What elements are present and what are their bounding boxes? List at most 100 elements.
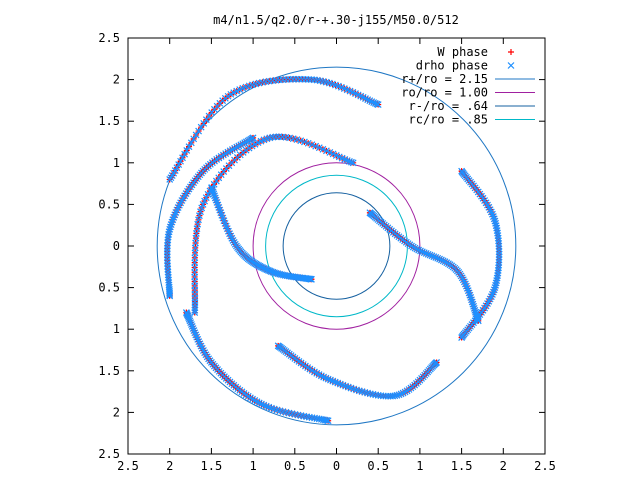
drho-phase-point bbox=[186, 317, 194, 325]
legend-label: ro/ro = 1.00 bbox=[401, 86, 488, 100]
y-tick-label: 1.5 bbox=[98, 364, 120, 378]
drho-phase-point bbox=[312, 142, 320, 150]
drho-phase-point bbox=[468, 296, 475, 304]
y-tick-label: 1 bbox=[113, 156, 120, 170]
x-tick-label: 0 bbox=[333, 459, 340, 473]
legend-label: r-/ro = .64 bbox=[409, 99, 488, 113]
drho-phase-point bbox=[195, 127, 203, 135]
circle-group bbox=[156, 66, 517, 426]
drho-phase-point bbox=[191, 301, 199, 309]
drho-phase-point bbox=[418, 248, 426, 256]
drho-phase-point bbox=[177, 157, 184, 165]
drho-phase-point bbox=[370, 99, 378, 106]
x-tick-label: 1.5 bbox=[201, 459, 223, 473]
drho-phase-point bbox=[163, 245, 171, 252]
drho-phase-point bbox=[458, 334, 466, 341]
drho-phase-point bbox=[248, 142, 256, 150]
drho-phase-point bbox=[319, 145, 327, 153]
drho-phase-point bbox=[187, 321, 195, 328]
drho-phase-point bbox=[164, 239, 172, 247]
drho-phase-point bbox=[417, 247, 424, 255]
drho-phase-point bbox=[192, 131, 200, 139]
drho-phase-point bbox=[212, 196, 220, 204]
drho-phase-point bbox=[305, 76, 312, 83]
drho-phase-point bbox=[163, 256, 171, 264]
drho-phase-point bbox=[187, 139, 195, 147]
drho-phase-point bbox=[322, 147, 330, 155]
drho-phase-point bbox=[191, 306, 199, 314]
drho-phase-point bbox=[164, 236, 172, 244]
x-tick-label: 0.5 bbox=[284, 459, 306, 473]
drho-phase-point bbox=[183, 147, 191, 154]
drho-phase-point bbox=[164, 233, 172, 241]
drho-phase-point bbox=[304, 139, 312, 147]
drho-phase-point bbox=[164, 271, 172, 279]
y-tick-label: 0 bbox=[113, 239, 120, 253]
circle-curve bbox=[252, 162, 421, 330]
drho-phase-point bbox=[371, 99, 379, 107]
drho-phase-point bbox=[495, 237, 502, 245]
x-tick-label: 0.5 bbox=[367, 459, 389, 473]
drho-phase-point bbox=[305, 413, 313, 421]
drho-phase-point bbox=[348, 158, 355, 166]
drho-phase-point bbox=[465, 289, 473, 297]
drho-phase-point bbox=[495, 240, 503, 247]
drho-phase-point bbox=[489, 213, 497, 220]
legend-label: W phase bbox=[437, 45, 488, 59]
drho-phase-point bbox=[199, 200, 207, 208]
drho-phase-point bbox=[188, 323, 196, 330]
drho-phase-point bbox=[470, 302, 478, 310]
drho-phase-point bbox=[415, 246, 423, 254]
drho-phase-point bbox=[349, 159, 357, 167]
drho-phase-point bbox=[166, 291, 174, 298]
drho-phase-point bbox=[191, 329, 199, 337]
circle-curve bbox=[282, 192, 391, 300]
drho-phase-point bbox=[495, 248, 503, 256]
drho-phase-point bbox=[439, 257, 447, 265]
drho-phase-point bbox=[212, 177, 220, 185]
drho-phase-point bbox=[458, 274, 466, 282]
circle-curve bbox=[265, 174, 408, 318]
drho-phase-point bbox=[175, 161, 183, 168]
x-tick-label: 1 bbox=[249, 459, 256, 473]
drho-phase-point bbox=[166, 289, 174, 297]
y-tick-label: 2.5 bbox=[98, 447, 120, 461]
drho-phase-point bbox=[495, 250, 503, 258]
drho-phase-point bbox=[211, 194, 219, 202]
drho-phase-point bbox=[308, 141, 316, 149]
drho-phase-point bbox=[181, 150, 189, 158]
drho-phase-point bbox=[326, 148, 334, 156]
drho-phase-point bbox=[190, 135, 198, 143]
drho-phase-point bbox=[310, 76, 318, 84]
drho-phase-point bbox=[166, 176, 174, 183]
drho-phase-point bbox=[187, 319, 195, 327]
drho-phase-point bbox=[436, 255, 443, 263]
drho-phase-point bbox=[202, 116, 210, 124]
drho-phase-point bbox=[198, 204, 206, 212]
drho-phase-point bbox=[163, 247, 171, 255]
legend-label: drho phase bbox=[416, 59, 488, 73]
drho-phase-point bbox=[368, 98, 376, 106]
drho-phase-point bbox=[430, 253, 438, 261]
y-tick-label: 0.5 bbox=[98, 197, 120, 211]
drho-phase-point bbox=[432, 254, 440, 261]
drho-phase-point bbox=[166, 223, 174, 231]
drho-phase-point bbox=[424, 250, 432, 258]
drho-phase-point bbox=[323, 416, 331, 424]
drho-phase-point bbox=[413, 245, 421, 253]
drho-phase-point bbox=[420, 249, 428, 257]
drho-phase-point bbox=[164, 265, 172, 273]
drho-phase-point bbox=[165, 228, 173, 236]
drho-phase-point bbox=[211, 192, 218, 200]
drho-phase-point bbox=[422, 250, 430, 257]
legend-swatch bbox=[507, 62, 515, 69]
x-tick-label: 2 bbox=[500, 459, 507, 473]
drho-phase-point bbox=[179, 154, 186, 162]
drho-phase-point bbox=[426, 251, 434, 259]
drho-phase-point bbox=[495, 256, 503, 264]
drho-phase-point bbox=[215, 174, 223, 182]
y-tick-label: 1.5 bbox=[98, 114, 120, 128]
drho-phase-point bbox=[495, 253, 503, 261]
drho-phase-point bbox=[393, 391, 401, 399]
